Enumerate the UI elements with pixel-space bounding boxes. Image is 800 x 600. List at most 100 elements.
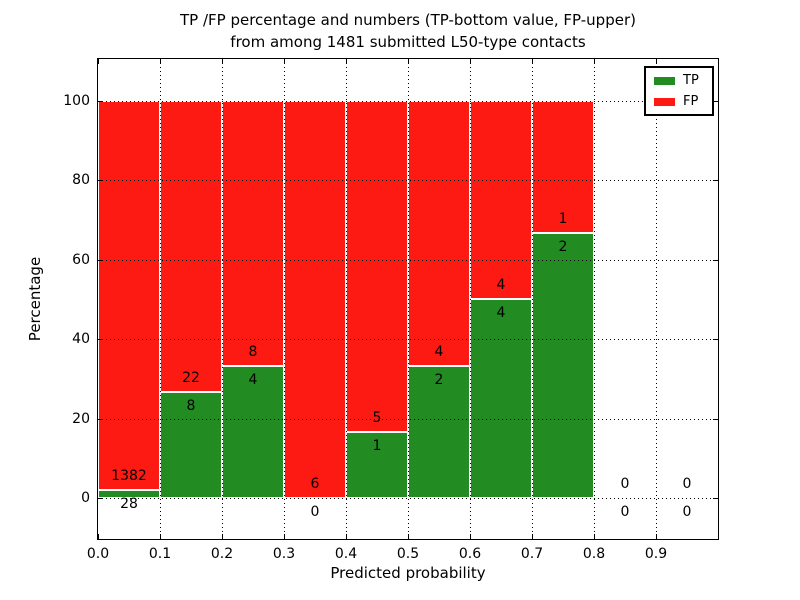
y-tick-label: 40 <box>72 331 90 348</box>
annotation-tp-count: 2 <box>558 239 568 256</box>
annotation-tp-count: 0 <box>682 503 692 520</box>
legend-label-fp: FP <box>683 94 699 109</box>
annotation-tp-count: 0 <box>310 503 320 520</box>
y-tick-mark <box>98 339 103 341</box>
x-tick-label: 0.4 <box>334 546 358 562</box>
v-gridline <box>470 59 471 539</box>
legend-entry-tp: TP <box>654 74 704 87</box>
legend: TP FP <box>644 66 714 116</box>
v-gridline <box>222 59 223 539</box>
annotation-tp-count: 8 <box>186 398 196 414</box>
v-gridline <box>284 59 285 539</box>
x-tick-mark <box>470 534 471 539</box>
y-axis-label: Percentage <box>26 256 44 342</box>
v-gridline <box>160 59 161 539</box>
x-tick-mark <box>346 534 347 539</box>
bar-fp-segment <box>408 100 470 366</box>
bar-fp-segment <box>98 100 160 491</box>
y-tick-mark <box>713 418 718 420</box>
x-tick-label: 0.2 <box>210 546 234 562</box>
x-tick-label: 0.1 <box>148 546 172 562</box>
annotation-fp-count: 8 <box>248 343 258 360</box>
annotation-tp-count: 2 <box>434 371 444 388</box>
annotation-fp-count: 5 <box>372 409 382 426</box>
bar-fp-segment <box>222 100 284 366</box>
x-tick-mark <box>98 534 99 539</box>
x-tick-mark <box>160 534 161 539</box>
plot-area: TP FP 0 20 40 60 80 100 0.0 0.1 0.2 0.3 0.4 0.5 0.6 0… <box>63 58 719 562</box>
annotation-fp-count: 4 <box>434 343 444 360</box>
annotation-fp-count: 4 <box>496 277 506 294</box>
x-tick-mark <box>470 59 471 64</box>
bar-tp-segment <box>346 431 408 499</box>
bar-fp-segment <box>284 100 346 499</box>
x-tick-mark <box>222 59 223 64</box>
legend-label-tp: TP <box>683 73 699 88</box>
y-tick-mark <box>98 498 103 500</box>
x-tick-mark <box>532 59 533 64</box>
y-tick-mark <box>98 100 103 102</box>
annotation-fp-count: 6 <box>310 476 320 493</box>
annotation-fp-count: 0 <box>682 476 692 493</box>
v-gridline <box>656 59 657 539</box>
y-tick-mark <box>98 180 103 182</box>
x-tick-mark <box>532 534 533 539</box>
y-tick-mark <box>98 259 103 261</box>
v-gridline <box>346 59 347 539</box>
bar-fp-segment <box>346 100 408 432</box>
x-tick-mark <box>594 59 595 64</box>
annotation-tp-count: 0 <box>620 503 630 520</box>
x-tick-mark <box>160 59 161 64</box>
x-tick-mark <box>98 59 99 64</box>
annotation-fp-count: 22 <box>182 370 200 387</box>
x-tick-label: 0.6 <box>458 546 482 562</box>
x-axis-label: Predicted probability <box>330 564 486 582</box>
annotation-fp-count: 1 <box>558 211 568 228</box>
bar-fp-segment <box>160 100 222 393</box>
y-tick-mark <box>713 259 718 261</box>
bar-tp-segment <box>160 392 222 499</box>
x-tick-label: 0.7 <box>520 546 544 562</box>
y-tick-label: 60 <box>72 251 90 268</box>
x-tick-mark <box>346 59 347 64</box>
legend-entry-fp: FP <box>654 95 704 108</box>
chart-title-line2: from among 1481 submitted L50-type conta… <box>230 33 586 51</box>
v-gridline <box>594 59 595 539</box>
x-tick-mark <box>408 534 409 539</box>
y-tick-mark <box>713 339 718 341</box>
bar-fp-segment <box>470 100 532 300</box>
bar-tp-segment <box>532 233 594 499</box>
x-tick-label: 0.3 <box>272 546 296 562</box>
chart-title-line1: TP /FP percentage and numbers (TP-bottom… <box>180 11 636 29</box>
y-tick-label: 100 <box>63 92 90 109</box>
annotation-tp-count: 1 <box>372 437 382 454</box>
annotation-tp-count: 4 <box>248 371 258 388</box>
y-tick-label: 80 <box>72 172 90 189</box>
y-tick-mark <box>713 100 718 102</box>
y-tick-mark <box>713 180 718 182</box>
x-tick-mark <box>284 534 285 539</box>
x-tick-label: 0.5 <box>396 546 420 562</box>
x-tick-mark <box>656 534 657 539</box>
x-tick-label: 0.9 <box>644 546 668 562</box>
bar-tp-segment <box>98 490 160 499</box>
annotation-fp-count: 1382 <box>111 468 147 485</box>
x-tick-mark <box>284 59 285 64</box>
x-tick-label: 0.0 <box>86 546 110 562</box>
x-tick-mark <box>222 534 223 539</box>
x-tick-mark <box>408 59 409 64</box>
x-tick-label: 0.8 <box>582 546 606 562</box>
annotation-tp-count: 4 <box>496 305 506 322</box>
annotation-tp-count: 28 <box>120 496 138 513</box>
chart-title: TP /FP percentage and numbers (TP-bottom… <box>97 9 719 53</box>
v-gridline <box>532 59 533 539</box>
bar-tp-segment <box>470 299 532 499</box>
y-tick-mark <box>98 418 103 420</box>
legend-swatch-tp-icon <box>654 76 675 85</box>
x-tick-mark <box>656 59 657 64</box>
y-tick-mark <box>713 498 718 500</box>
legend-swatch-fp-icon <box>654 97 675 106</box>
annotation-fp-count: 0 <box>620 476 630 493</box>
y-tick-label: 20 <box>72 410 90 427</box>
